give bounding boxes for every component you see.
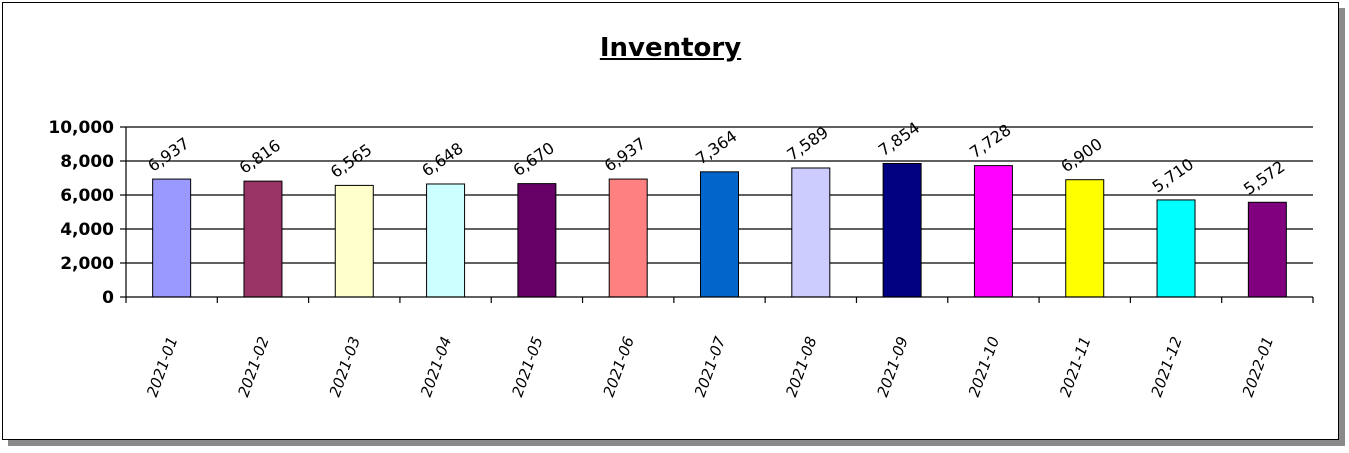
category-label: 2021-06 bbox=[600, 334, 638, 399]
category-label: 2021-08 bbox=[782, 334, 820, 399]
bar bbox=[608, 178, 648, 298]
bar bbox=[152, 178, 192, 298]
category-label: 2021-11 bbox=[1056, 334, 1094, 399]
data-label: 6,937 bbox=[144, 134, 192, 176]
y-tick-label: 6,000 bbox=[60, 186, 114, 206]
category-label: 2021-09 bbox=[874, 334, 912, 399]
data-label: 7,854 bbox=[875, 118, 923, 160]
y-tick-label: 8,000 bbox=[60, 152, 114, 172]
bar bbox=[1156, 199, 1196, 298]
data-label: 7,589 bbox=[783, 123, 831, 165]
data-label: 6,670 bbox=[510, 138, 558, 180]
bar bbox=[791, 167, 831, 298]
category-label: 2021-01 bbox=[143, 334, 181, 399]
bar bbox=[973, 165, 1013, 298]
category-label: 2021-02 bbox=[234, 334, 272, 399]
data-label: 6,648 bbox=[418, 139, 466, 181]
y-tick-label: 4,000 bbox=[60, 220, 114, 240]
data-label: 7,364 bbox=[692, 126, 740, 168]
category-label: 2021-04 bbox=[417, 334, 455, 399]
bar bbox=[700, 171, 739, 298]
data-label: 5,572 bbox=[1240, 157, 1288, 199]
bar bbox=[1247, 201, 1287, 298]
bar bbox=[243, 180, 283, 298]
category-label: 2021-03 bbox=[326, 334, 364, 399]
category-label: 2022-01 bbox=[1239, 334, 1277, 399]
bar bbox=[334, 184, 374, 298]
chart-title: Inventory bbox=[599, 33, 742, 63]
axes bbox=[120, 126, 1314, 303]
category-label: 2021-10 bbox=[965, 334, 1003, 399]
bars bbox=[152, 162, 1287, 298]
chart-frame: Inventory 0 2,000 4,000 6,000 8,000 10,000 6,9… bbox=[2, 2, 1339, 440]
bar bbox=[426, 183, 466, 298]
data-label: 6,937 bbox=[601, 134, 649, 176]
category-label: 2021-12 bbox=[1147, 334, 1185, 399]
y-tick-label: 0 bbox=[102, 288, 114, 308]
y-tick-label: 2,000 bbox=[60, 254, 114, 274]
data-label: 6,900 bbox=[1057, 134, 1105, 176]
bar-chart: 0 2,000 4,000 6,000 8,000 10,000 6,937 2021-01 6… bbox=[48, 118, 1314, 399]
data-label: 6,816 bbox=[236, 136, 284, 178]
bar bbox=[517, 183, 557, 298]
category-label: 2021-05 bbox=[508, 334, 546, 399]
y-tick-label: 10,000 bbox=[48, 118, 114, 138]
bar bbox=[882, 162, 922, 298]
bar bbox=[1065, 179, 1105, 298]
category-label: 2021-07 bbox=[691, 334, 730, 399]
